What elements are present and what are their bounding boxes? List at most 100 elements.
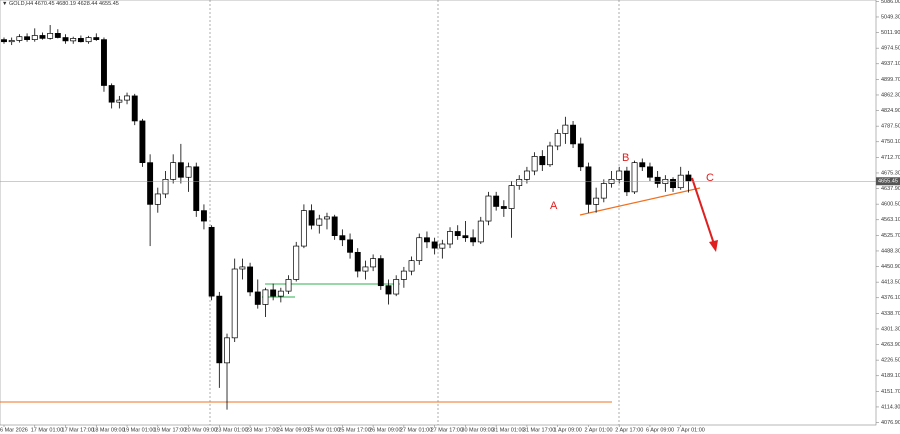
candle-body bbox=[354, 251, 361, 272]
y-tick-label: 4301.30 bbox=[881, 326, 900, 332]
last-low: 4628.44 bbox=[78, 1, 98, 7]
candle-body bbox=[216, 295, 223, 364]
y-tick-label: 4899.70 bbox=[881, 77, 900, 83]
candle-body bbox=[308, 210, 315, 226]
y-tick-label: 4750.10 bbox=[881, 139, 900, 145]
current-price-box bbox=[876, 177, 900, 186]
candle-body bbox=[570, 124, 577, 145]
candle-body bbox=[200, 210, 207, 222]
y-tick-label: 4600.50 bbox=[881, 202, 900, 208]
annotation: A bbox=[550, 200, 558, 212]
x-tick-label: 24 Mar 09:00 bbox=[277, 427, 309, 433]
x-tick-label: 6 Apr 09:00 bbox=[646, 427, 674, 433]
candle-body bbox=[393, 279, 400, 295]
candle-body bbox=[439, 243, 446, 249]
candle-body bbox=[285, 279, 292, 292]
y-tick-label: 4525.70 bbox=[881, 233, 900, 239]
y-tick-label: 4076.90 bbox=[881, 420, 900, 426]
candle-body bbox=[208, 226, 215, 297]
y-tick-label: 4937.10 bbox=[881, 61, 900, 67]
candle-body bbox=[370, 258, 377, 268]
candle-body bbox=[670, 178, 676, 189]
y-tick-label: 4787.50 bbox=[881, 124, 900, 130]
arrow-head bbox=[709, 240, 718, 252]
candle-body bbox=[523, 170, 530, 180]
candle-body bbox=[47, 33, 54, 39]
candle-body bbox=[470, 237, 477, 243]
candle-body bbox=[424, 237, 430, 243]
y-tick-label: 4488.30 bbox=[881, 248, 900, 254]
title-marker: ▼ bbox=[2, 1, 9, 7]
x-tick-label: 7 Apr 01:00 bbox=[677, 427, 705, 433]
candle-body bbox=[654, 176, 661, 184]
y-tick-label: 4450.90 bbox=[881, 264, 900, 270]
x-tick-label: 23 Mar 17:00 bbox=[246, 427, 278, 433]
trend-line bbox=[579, 187, 701, 216]
y-tick-label: 5011.90 bbox=[881, 30, 900, 36]
candle-body bbox=[116, 99, 123, 103]
candle-body bbox=[239, 266, 246, 270]
candle-body bbox=[231, 268, 238, 339]
candle-body bbox=[508, 185, 515, 209]
candle-body bbox=[147, 162, 154, 205]
candle-body bbox=[447, 231, 453, 245]
candle-body bbox=[477, 220, 484, 243]
x-tick-label: 6 Mar 2026 bbox=[0, 427, 28, 433]
y-tick-label: 4189.10 bbox=[881, 373, 900, 379]
candle-body bbox=[562, 124, 569, 134]
candle-body bbox=[324, 216, 330, 220]
candle-body bbox=[70, 38, 77, 42]
x-tick-label: 26 Mar 09:00 bbox=[369, 427, 401, 433]
candle-body bbox=[362, 266, 369, 272]
candle-body bbox=[62, 37, 69, 42]
x-tick-label: 17 Mar 01:00 bbox=[31, 427, 63, 433]
candle-body bbox=[293, 245, 300, 280]
candle-body bbox=[170, 162, 177, 180]
candle-body bbox=[254, 291, 261, 305]
candle-body bbox=[262, 289, 269, 305]
candle-body bbox=[647, 166, 653, 178]
x-tick-label: 19 Mar 01:00 bbox=[123, 427, 155, 433]
candle-body bbox=[224, 337, 230, 364]
x-tick-label: 31 Mar 17:00 bbox=[523, 427, 555, 433]
y-tick-label: 4151.70 bbox=[881, 389, 900, 395]
x-tick-label: 2 Apr 01:00 bbox=[584, 427, 612, 433]
candle-body bbox=[39, 35, 46, 39]
candle-body bbox=[377, 258, 384, 287]
chart-title: ▼ GOLD,H4 4670.45 4680.19 4628.44 4655.4… bbox=[2, 1, 119, 7]
candle-body bbox=[539, 156, 546, 166]
candle-body bbox=[385, 285, 392, 295]
x-tick-label: 30 Mar 09:00 bbox=[461, 427, 493, 433]
y-tick-label: 4974.50 bbox=[881, 46, 900, 52]
annotation: C bbox=[706, 172, 714, 184]
candle-body bbox=[347, 239, 354, 253]
candle-body bbox=[454, 231, 461, 236]
candle-body bbox=[277, 290, 284, 297]
y-tick-label: 4226.50 bbox=[881, 358, 900, 364]
x-tick-label: 31 Mar 01:00 bbox=[492, 427, 524, 433]
candle-body bbox=[462, 235, 469, 239]
x-tick-label: 19 Mar 17:00 bbox=[154, 427, 186, 433]
y-tick-label: 4862.30 bbox=[881, 92, 900, 98]
candle-body bbox=[500, 206, 507, 209]
last-open: 4670.45 bbox=[35, 1, 55, 7]
x-tick-label: 27 Mar 17:00 bbox=[431, 427, 463, 433]
candle-body bbox=[124, 95, 130, 101]
candle-body bbox=[24, 36, 31, 40]
candle-body bbox=[185, 166, 192, 178]
candle-body bbox=[431, 241, 438, 249]
candle-body bbox=[131, 95, 138, 122]
candle-body bbox=[416, 237, 423, 262]
candle-body bbox=[485, 195, 492, 222]
x-tick-label: 18 Mar 09:00 bbox=[92, 427, 124, 433]
candle-body bbox=[516, 178, 523, 186]
y-tick-label: 4413.50 bbox=[881, 280, 900, 286]
candle-body bbox=[531, 156, 538, 172]
y-tick-label: 4637.90 bbox=[881, 186, 900, 192]
candle-body bbox=[331, 216, 338, 236]
arrow-shaft bbox=[691, 177, 715, 245]
candle-body bbox=[77, 38, 84, 43]
y-tick-label: 5086.00 bbox=[881, 0, 900, 5]
y-tick-label: 4824.90 bbox=[881, 108, 900, 114]
